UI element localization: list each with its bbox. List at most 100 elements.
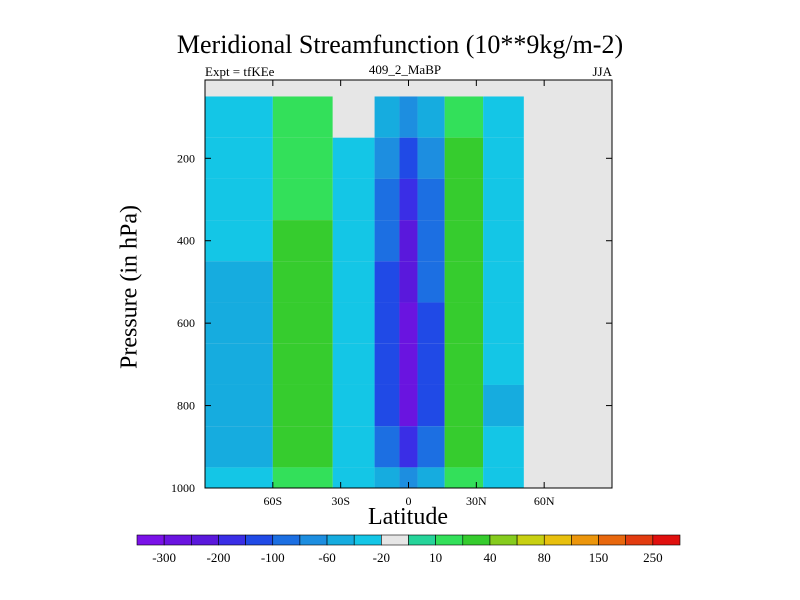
colorbar-swatch <box>516 534 545 546</box>
contour-cell <box>332 96 375 138</box>
experiment-label: Expt = tfKEe <box>205 64 275 79</box>
colorbar-swatch <box>652 534 681 546</box>
colorbar-label: -300 <box>152 550 176 565</box>
colorbar-label: 150 <box>589 550 609 565</box>
contour-cell <box>417 178 445 221</box>
contour-cell <box>444 467 484 488</box>
contour-cell <box>444 343 484 385</box>
contour-cell <box>483 220 524 262</box>
colorbar-label: 80 <box>538 550 551 565</box>
contour-cell <box>399 261 418 303</box>
contour-cell <box>272 261 333 303</box>
contour-cell <box>272 220 333 262</box>
contour-cell <box>399 178 418 221</box>
y-tick-label: 800 <box>177 399 195 413</box>
colorbar-labels: -300 -200 -100 -60 -20 10 40 80 150 250 <box>152 550 662 565</box>
y-tick-label: 200 <box>177 151 195 165</box>
colorbar-label: -100 <box>261 550 285 565</box>
contour-cell <box>444 261 484 303</box>
chart-title: Meridional Streamfunction (10**9kg/m-2) <box>176 30 624 59</box>
contour-cell <box>417 220 445 262</box>
contour-cell <box>444 96 484 138</box>
contour-cell <box>374 261 400 303</box>
colorbar-swatch <box>326 534 355 546</box>
contour-cell <box>205 261 273 303</box>
contour-cell <box>399 302 418 344</box>
x-tick-label: 0 <box>406 494 412 508</box>
contour-cell <box>374 137 400 179</box>
contour-cell <box>444 384 484 427</box>
contour-cell <box>417 384 445 427</box>
x-tick-label: 30S <box>331 494 350 508</box>
contour-cell <box>483 467 524 488</box>
colorbar-swatch <box>625 534 654 546</box>
colorbar-label: -20 <box>373 550 390 565</box>
contour-cell <box>417 343 445 385</box>
contour-cell <box>272 467 333 488</box>
contour-cell <box>205 426 273 468</box>
contour-cell <box>332 302 375 344</box>
contour-cell <box>332 137 375 179</box>
contour-cell <box>399 343 418 385</box>
contour-cell <box>205 343 273 385</box>
contour-cell <box>417 96 445 138</box>
colorbar-swatch <box>353 534 382 546</box>
contour-cell <box>483 261 524 303</box>
contour-cell <box>399 137 418 179</box>
contour-cell <box>205 220 273 262</box>
contour-cell <box>483 302 524 344</box>
contour-cell <box>272 343 333 385</box>
contour-cell <box>374 178 400 221</box>
contour-cell <box>399 96 418 138</box>
contour-cell <box>332 220 375 262</box>
colorbar-swatch <box>381 534 409 546</box>
x-axis-label: Latitude <box>368 504 448 530</box>
contour-cell <box>417 261 445 303</box>
contour-cell <box>272 178 333 221</box>
contour-cell <box>374 426 400 468</box>
contour-cell <box>444 220 484 262</box>
contour-cell <box>374 343 400 385</box>
contour-cell <box>483 137 524 179</box>
contour-cell <box>374 220 400 262</box>
contour-cell <box>332 426 375 468</box>
contour-cell <box>399 467 418 488</box>
contour-cell <box>417 426 445 468</box>
colorbar-swatch <box>408 534 436 546</box>
axis-ticks: 60S 30S 0 30N 60N 200 400 600 800 1000 <box>171 80 612 508</box>
contour-cell <box>483 343 524 385</box>
contour-cell <box>272 137 333 179</box>
contour-cell <box>374 384 400 427</box>
run-label: 409_2_MaBP <box>368 62 442 77</box>
contour-cell <box>205 302 273 344</box>
contour-cell <box>332 467 375 488</box>
colorbar-label: -60 <box>318 550 335 565</box>
contour-cell <box>483 178 524 221</box>
y-tick-label: 400 <box>177 234 195 248</box>
contour-cell <box>205 467 273 488</box>
contour-cell <box>205 384 273 427</box>
contour-cell <box>417 467 445 488</box>
contour-cell <box>444 178 484 221</box>
colorbar-swatch <box>462 534 491 546</box>
contour-cell <box>272 96 333 138</box>
colorbar-swatch <box>543 534 572 546</box>
contour-cell <box>332 343 375 385</box>
contour-cell <box>483 384 524 427</box>
contour-cell <box>417 137 445 179</box>
contour-cell <box>332 384 375 427</box>
colorbar-swatch <box>489 534 518 546</box>
contour-fill <box>205 96 524 488</box>
contour-cell <box>444 137 484 179</box>
contour-cell <box>332 261 375 303</box>
contour-cell <box>272 426 333 468</box>
contour-cell <box>399 384 418 427</box>
contour-cell <box>272 384 333 427</box>
colorbar-swatch <box>245 534 274 546</box>
colorbar-swatch <box>272 534 301 546</box>
contour-cell <box>272 302 333 344</box>
contour-cell <box>483 96 524 138</box>
contour-cell <box>332 178 375 221</box>
contour-cell <box>374 302 400 344</box>
